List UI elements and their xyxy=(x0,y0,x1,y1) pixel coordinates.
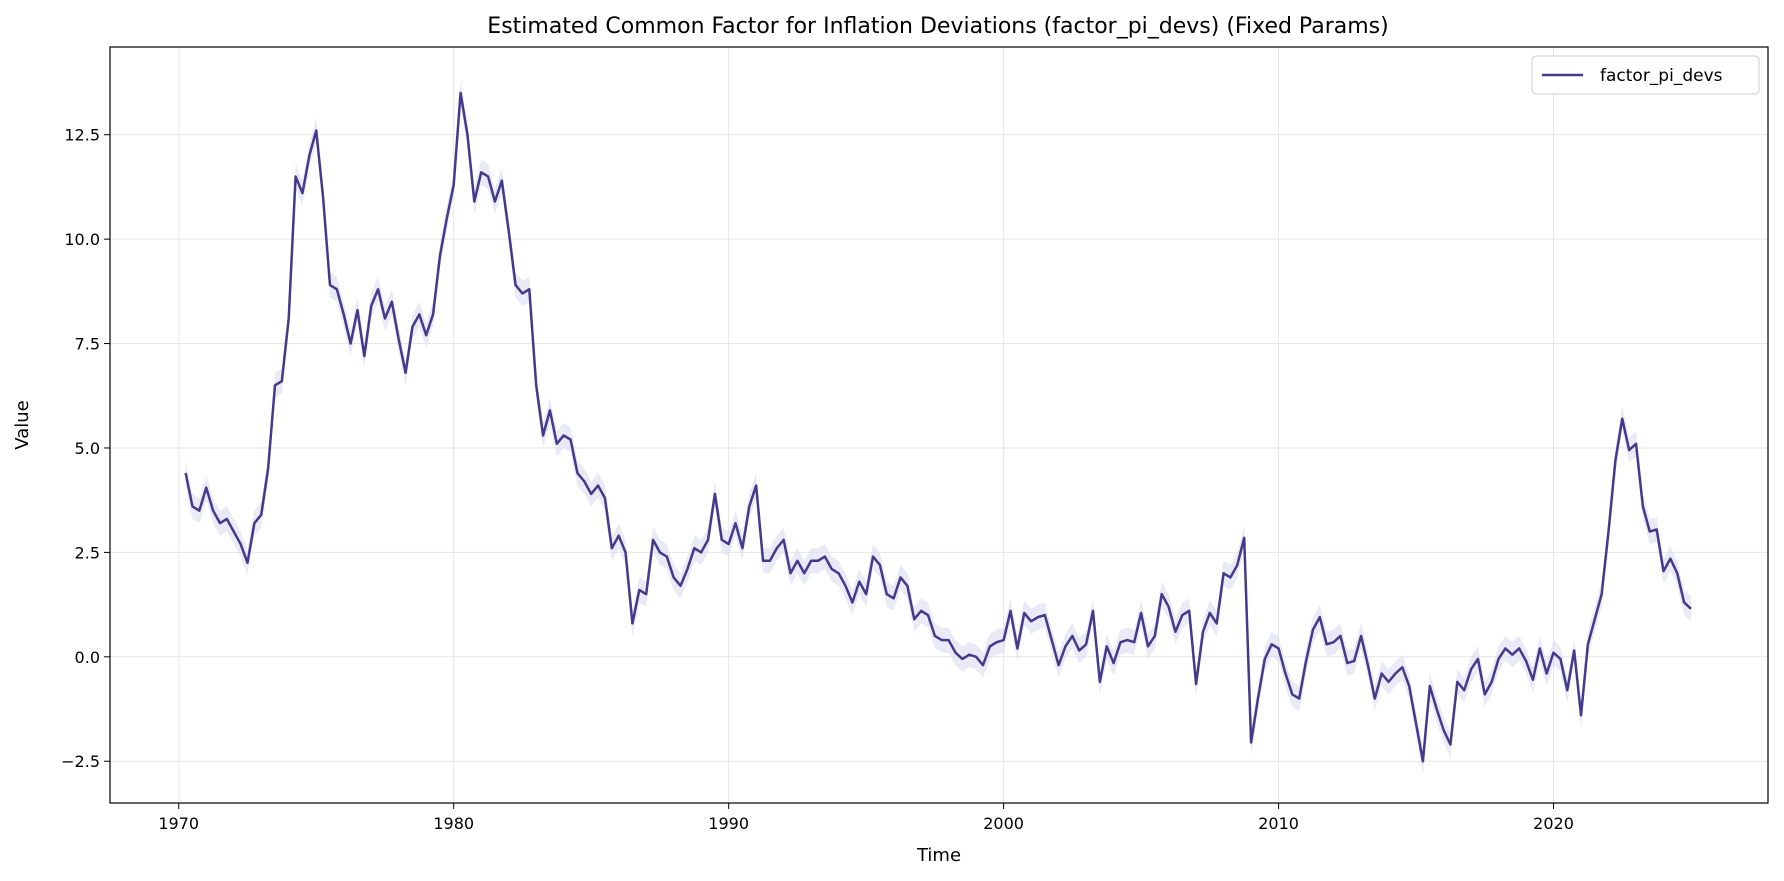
y-tick-label: 7.5 xyxy=(75,335,100,354)
y-tick-label: −2.5 xyxy=(61,752,100,771)
x-tick-label: 1980 xyxy=(433,814,474,833)
x-tick-label: 2000 xyxy=(983,814,1024,833)
y-tick-label: 5.0 xyxy=(75,439,100,458)
y-tick-label: 10.0 xyxy=(64,230,100,249)
x-tick-label: 1970 xyxy=(158,814,199,833)
x-tick-label: 2020 xyxy=(1533,814,1574,833)
legend-box xyxy=(1531,55,1760,95)
legend: factor_pi_devs xyxy=(1531,55,1760,95)
y-tick-label: 2.5 xyxy=(75,543,100,562)
chart-title: Estimated Common Factor for Inflation De… xyxy=(487,14,1388,39)
y-axis-label: Value xyxy=(12,400,33,449)
x-tick-label: 2010 xyxy=(1258,814,1299,833)
series-line-factor-pi-devs xyxy=(184,91,1692,763)
y-tick-label: 12.5 xyxy=(64,126,100,145)
confidence-band-layer xyxy=(185,80,1692,774)
x-axis-label: Time xyxy=(916,845,961,866)
ticks: 1970 1980 1990 2000 2010 2020 −2.5 0.0 2.5 5.0 7.5… xyxy=(61,126,1574,833)
series-layer xyxy=(184,91,1692,763)
legend-entry-label: factor_pi_devs xyxy=(1600,66,1723,86)
confidence-band xyxy=(185,80,1692,774)
y-tick-label: 0.0 xyxy=(75,648,100,667)
grid xyxy=(110,47,1768,803)
x-tick-label: 1990 xyxy=(708,814,749,833)
plot-frame xyxy=(109,46,1769,804)
